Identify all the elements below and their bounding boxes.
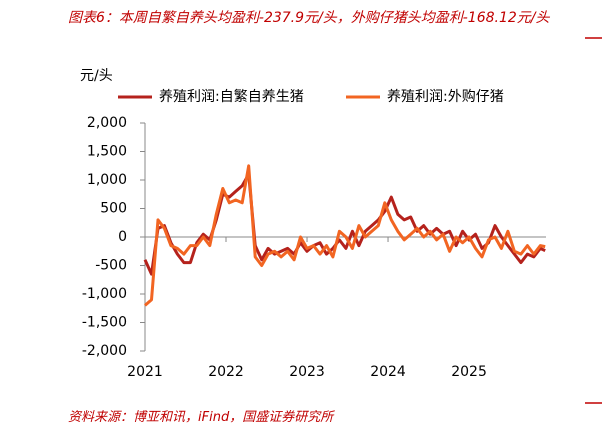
x-tick-label: 2023 xyxy=(289,364,325,380)
legend-label: 养殖利润:自繁自养生猪 xyxy=(159,88,304,105)
y-tick-label: 500 xyxy=(100,201,127,217)
y-tick-label: 1,000 xyxy=(87,172,127,188)
x-tick-label: 2024 xyxy=(370,364,406,380)
series-line xyxy=(144,164,546,307)
series-line xyxy=(143,172,546,276)
y-axis-label: 元/头 xyxy=(80,68,113,84)
y-tick-label: 1,500 xyxy=(87,144,127,160)
chart-title: 图表6：本周自繁自养头均盈利-237.9元/头，外购仔猪头均盈利-168.12元… xyxy=(68,10,550,26)
source: 资料来源：博亚和讯，iFind，国盛证券研究所 xyxy=(68,410,334,425)
y-tick-label: -500 xyxy=(95,258,127,274)
y-tick-label: 2,000 xyxy=(87,115,127,131)
y-tick-label: 0 xyxy=(118,229,127,245)
x-tick-label: 2022 xyxy=(208,364,244,380)
y-tick-label: -2,000 xyxy=(82,343,127,359)
x-tick-label: 2025 xyxy=(451,364,487,380)
y-tick-label: -1,000 xyxy=(82,286,127,302)
legend-label: 养殖利润:外购仔猪 xyxy=(387,88,504,105)
y-tick-label: -1,500 xyxy=(82,315,127,331)
x-tick-label: 2021 xyxy=(127,364,163,380)
